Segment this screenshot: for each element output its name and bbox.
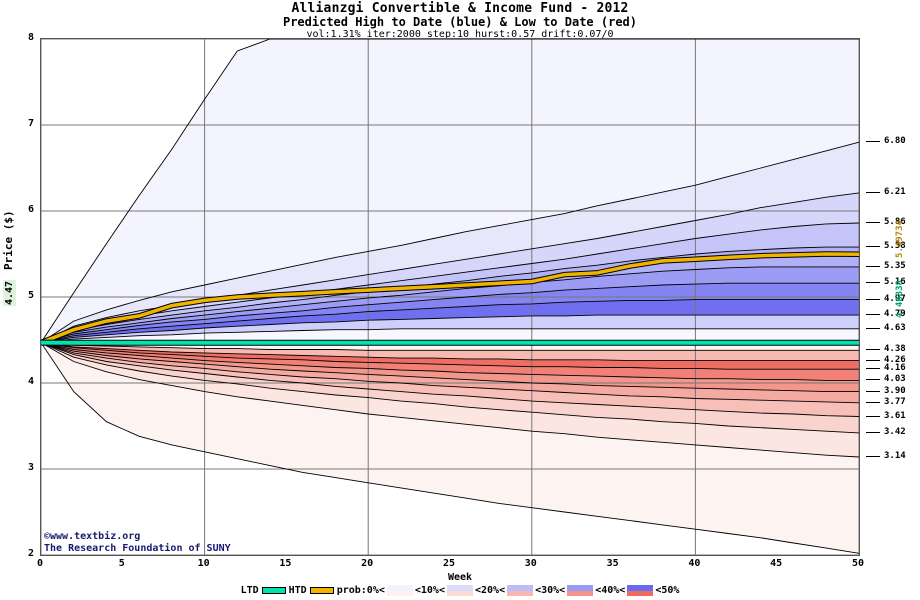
- legend-band-swatch-0: [386, 585, 413, 596]
- right-label-tick: [866, 265, 880, 267]
- x-tick-40: 40: [688, 558, 701, 569]
- chart-svg: [41, 39, 859, 555]
- right-label-4.26: 4.26: [884, 354, 906, 365]
- x-tick-30: 30: [524, 558, 537, 569]
- legend-band-swatch-4: [627, 585, 654, 596]
- right-label-tick: [866, 282, 880, 284]
- right-label-tick: [866, 222, 880, 224]
- x-tick-45: 45: [770, 558, 783, 569]
- x-tick-15: 15: [279, 558, 292, 569]
- x-tick-25: 25: [442, 558, 456, 569]
- right-label-3.90: 3.90: [884, 385, 906, 396]
- simulation-parameters: vol:1.31% iter:2000 step:10 hurst:0.57 d…: [306, 29, 614, 40]
- right-label-3.77: 3.77: [884, 396, 906, 407]
- right-label-tick: [866, 455, 880, 457]
- x-tick-20: 20: [361, 558, 374, 569]
- right-label-tick: [866, 141, 880, 143]
- right-label-4.97: 4.97: [884, 293, 906, 304]
- legend-htd-label: HTD: [288, 585, 307, 596]
- legend-prob-label: prob:0%<: [336, 585, 385, 596]
- organization-text: The Research Foundation of SUNY: [44, 543, 231, 554]
- right-label-tick: [866, 379, 880, 381]
- legend-ltd-swatch: [261, 587, 286, 594]
- y-tick-5: 5: [27, 290, 34, 301]
- right-label-3.14: 3.14: [884, 450, 906, 461]
- y-tick-6: 6: [27, 204, 34, 215]
- page-subtitle: Predicted High to Date (blue) & Low to D…: [282, 15, 637, 29]
- y-tick-4: 4: [27, 376, 34, 387]
- legend-band-label-1: <20%<: [474, 585, 506, 596]
- right-label-6.21: 6.21: [884, 186, 906, 197]
- right-label-6.80: 6.80: [884, 136, 906, 147]
- right-label-5.86: 5.86: [884, 217, 906, 228]
- right-label-tick: [866, 246, 880, 248]
- legend-band-label-2: <30%<: [535, 585, 566, 596]
- right-label-tick: [866, 314, 880, 316]
- y-tick-7: 7: [27, 118, 34, 129]
- y-tick-3: 3: [27, 462, 34, 473]
- x-tick-35: 35: [606, 558, 619, 569]
- x-tick-0: 0: [36, 558, 44, 569]
- right-label-tick: [866, 390, 880, 392]
- y-tick-8: 8: [27, 32, 34, 43]
- right-label-tick: [866, 415, 880, 417]
- legend-htd-swatch: [309, 587, 334, 594]
- legend-band-label-3: <40%<: [595, 585, 626, 596]
- right-label-tick: [866, 327, 880, 329]
- right-label-4.63: 4.63: [884, 322, 906, 333]
- right-label-5.16: 5.16: [884, 277, 906, 288]
- right-label-5.58: 5.58: [884, 241, 906, 252]
- y-tick-2: 2: [27, 548, 34, 559]
- right-label-tick: [866, 431, 880, 433]
- legend-band-swatch-2: [507, 585, 534, 596]
- legend-band-swatch-1: [446, 585, 473, 596]
- page-title: Allianzgi Convertible & Income Fund - 20…: [291, 1, 629, 16]
- right-label-4.79: 4.79: [884, 309, 906, 320]
- right-label-4.03: 4.03: [884, 374, 906, 385]
- legend-band-label-4: <50%: [655, 585, 680, 596]
- x-tick-50: 50: [851, 558, 865, 569]
- right-label-5.35: 5.35: [884, 260, 906, 271]
- chart-legend: LTD HTD prob:0%< <10%< <20%< <30%< <40%< <50%: [0, 585, 920, 596]
- title-block: Allianzgi Convertible & Income Fund - 20…: [0, 2, 920, 41]
- x-tick-5: 5: [118, 558, 125, 569]
- ltd-value-label: 4.46838: [895, 280, 905, 318]
- right-label-tick: [866, 401, 880, 403]
- legend-ltd-label: LTD: [240, 585, 259, 596]
- right-label-tick: [866, 298, 880, 300]
- htd-value-label: 5.49734: [895, 220, 905, 258]
- x-tick-10: 10: [197, 558, 210, 569]
- right-label-3.42: 3.42: [884, 426, 906, 437]
- right-label-tick: [866, 359, 880, 361]
- right-label-4.38: 4.38: [884, 344, 906, 355]
- right-label-tick: [866, 191, 880, 193]
- legend-band-label-0: <10%<: [414, 585, 445, 596]
- right-label-3.61: 3.61: [884, 410, 906, 421]
- right-label-tick: [866, 349, 880, 351]
- legend-band-swatch-3: [567, 585, 594, 596]
- chart-plot-area: [40, 38, 860, 556]
- y-axis-label: Price ($): [2, 210, 15, 270]
- x-axis-label: Week: [447, 572, 473, 583]
- right-label-tick: [866, 368, 880, 370]
- copyright-text: ©www.textbiz.org: [44, 531, 141, 542]
- right-label-4.16: 4.16: [884, 363, 906, 374]
